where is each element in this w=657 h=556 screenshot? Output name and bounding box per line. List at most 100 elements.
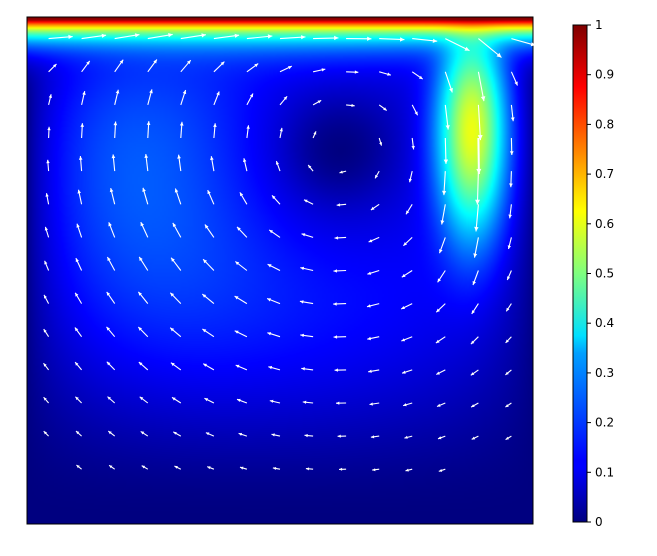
velocity-arrow-head (436, 371, 440, 375)
velocity-arrow-head (243, 158, 247, 163)
velocity-arrow-head (75, 292, 79, 297)
velocity-arrow-head (44, 226, 48, 231)
velocity-arrow-head (474, 226, 479, 232)
velocity-arrow-head (43, 363, 47, 367)
velocity-arrow-head (53, 64, 57, 68)
velocity-arrow-head (139, 256, 143, 261)
velocity-arrow-head (339, 467, 343, 471)
velocity-arrow-head (269, 399, 274, 403)
velocity-arrow-head (403, 403, 407, 407)
velocity-arrow-head (480, 96, 486, 102)
colorbar-tick-label: 0.8 (595, 117, 614, 131)
velocity-arrow-head (336, 401, 340, 405)
velocity-arrow-head (44, 294, 47, 299)
velocity-arrow-head (76, 431, 80, 435)
velocity-arrow-head (443, 159, 449, 164)
velocity-arrow-head (405, 468, 409, 472)
velocity-arrow-head (288, 66, 292, 70)
colorbar-tick-label: 0.4 (595, 316, 614, 330)
velocity-arrow-head (78, 156, 83, 160)
velocity-arrow-head (299, 300, 304, 304)
velocity-arrow-head (86, 60, 90, 65)
velocity-arrow-head (109, 465, 113, 469)
velocity-arrow-head (301, 367, 305, 371)
velocity-arrow-head (530, 42, 536, 47)
velocity-arrow-head (496, 52, 502, 58)
velocity-arrow-head (370, 435, 375, 439)
velocity-arrow-head (107, 257, 111, 261)
velocity-arrow-field (43, 33, 536, 472)
colorbar-tick-label: 0.9 (595, 68, 614, 82)
velocity-arrow-head (440, 220, 445, 225)
velocity-arrow-head (101, 33, 107, 38)
velocity-arrow-head (336, 203, 341, 207)
velocity-arrow (475, 204, 479, 232)
velocity-arrow-head (75, 396, 79, 401)
velocity-arrow-head (369, 402, 373, 406)
velocity-arrow-head (367, 271, 372, 275)
velocity-arrow-head (111, 154, 116, 159)
velocity-arrow-head (168, 33, 173, 38)
velocity-arrow-head (77, 189, 81, 194)
colorbar-tick-label: 0.7 (595, 167, 614, 181)
velocity-arrow-head (272, 195, 276, 200)
velocity-arrow-head (207, 190, 211, 195)
velocity-arrow-head (445, 125, 450, 130)
velocity-arrow-head (240, 466, 244, 470)
velocity-arrow-head (321, 68, 326, 72)
velocity-arrow-head (202, 294, 207, 298)
velocity-arrow-head (300, 333, 304, 338)
velocity-arrow-head (204, 224, 209, 229)
velocity-arrow-head (108, 222, 112, 227)
velocity-arrow-head (367, 336, 371, 341)
velocity-arrow-head (275, 161, 279, 165)
velocity-arrow-head (267, 264, 272, 268)
velocity-arrow-head (302, 400, 307, 404)
velocity-arrow-head (375, 174, 378, 179)
velocity-arrow-head (44, 260, 48, 265)
velocity-arrow-head (304, 199, 308, 203)
velocity-arrow-head (107, 396, 111, 400)
velocity-arrow-head (271, 433, 275, 437)
velocity-arrow-head (400, 37, 405, 42)
velocity-arrow-head (437, 403, 441, 407)
velocity-arrow-head (203, 363, 207, 367)
velocity-arrow-head (337, 434, 341, 438)
velocity-arrow (445, 38, 470, 52)
velocity-arrow-head (368, 369, 372, 373)
velocity-arrow-head (267, 34, 273, 39)
colorbar-ticks: 0 0.1 0.2 0.3 0.4 0.5 0.6 0.7 0.8 0.9 1 (587, 18, 614, 529)
velocity-arrow-head (505, 371, 509, 375)
velocity-arrow-head (239, 192, 244, 197)
velocity-arrow-head (368, 239, 373, 243)
colorbar-tick-label: 1 (595, 18, 603, 32)
velocity-arrow-head (372, 468, 376, 472)
velocity-arrow-head (304, 434, 308, 438)
velocity-arrow-head (146, 121, 151, 125)
velocity-arrow-head (138, 327, 142, 331)
velocity-arrow-head (47, 126, 51, 131)
velocity-arrow-head (333, 269, 337, 273)
velocity-arrow-head (509, 183, 513, 188)
velocity-arrow-head (144, 154, 149, 158)
velocity-arrow-head (80, 123, 84, 127)
velocity-arrow-head (106, 326, 110, 331)
velocity-arrow-head (401, 306, 405, 309)
velocity-arrow-head (170, 327, 175, 332)
velocity-arrow-head (470, 340, 475, 345)
velocity-arrow-head (109, 188, 114, 193)
velocity-arrow-head (202, 329, 207, 333)
velocity-arrow-head (179, 121, 184, 126)
velocity-arrow-head (334, 236, 339, 240)
velocity-arrow-head (75, 362, 79, 366)
velocity-arrow-head (140, 222, 144, 227)
velocity-arrow-head (432, 38, 438, 43)
velocity-arrow-head (237, 398, 241, 402)
velocity-arrow-head (234, 296, 239, 300)
velocity-arrow-head (246, 125, 250, 129)
velocity-arrow-head (383, 107, 387, 111)
velocity-arrow-head (514, 81, 518, 86)
velocity-arrow-head (234, 330, 239, 334)
colorbar (572, 24, 588, 523)
